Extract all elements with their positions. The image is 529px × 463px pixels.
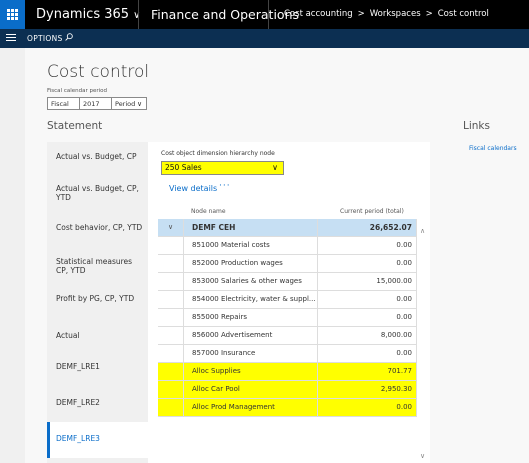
chevron-down-icon: ∨ [137, 100, 143, 108]
table-row[interactable]: 852000 Production wages 0.00 [158, 255, 417, 273]
period-value-cell: 0.00 [318, 345, 417, 362]
table-row-header-node[interactable]: ∨ DEMF CEH 26,652.07 [158, 219, 417, 237]
period-value-cell: 2,950.30 [318, 381, 417, 398]
more-options-icon[interactable]: ··· [219, 181, 231, 191]
table-row[interactable]: 854000 Electricity, water & suppl... 0.00 [158, 291, 417, 309]
statement-item-active[interactable]: DEMF_LRE3 [47, 422, 148, 458]
node-name-cell: DEMF CEH [183, 219, 318, 236]
view-details-link[interactable]: View details [169, 184, 218, 193]
table-row[interactable]: 856000 Advertisement 8,000.00 [158, 327, 417, 345]
menu-icon[interactable] [6, 34, 16, 42]
fiscal-calendar-period-fields: Fiscal 2017 Period ∨ [47, 97, 147, 110]
period-value-cell: 0.00 [318, 255, 417, 272]
table-row[interactable]: 855000 Repairs 0.00 [158, 309, 417, 327]
node-name-cell: 854000 Electricity, water & suppl... [183, 291, 318, 308]
statement-item[interactable]: Cost behavior, CP, YTD [56, 223, 143, 232]
table-row[interactable]: 851000 Material costs 0.00 [158, 237, 417, 255]
collapse-chevron-icon[interactable]: ∨ [167, 223, 174, 231]
node-name-cell: 856000 Advertisement [183, 327, 318, 344]
node-name-cell: Alloc Car Pool [183, 381, 318, 398]
table-row-allocation[interactable]: Alloc Prod Management 0.00 [158, 399, 417, 417]
node-name-cell: 851000 Material costs [183, 237, 318, 254]
hierarchy-node-value: 250 Sales [165, 163, 202, 172]
breadcrumb: Cost accounting > Workspaces > Cost control [284, 0, 494, 29]
node-name-cell: Alloc Supplies [183, 363, 318, 380]
period-value-cell: 0.00 [318, 237, 417, 254]
period-value-cell: 701.77 [318, 363, 417, 380]
module-name: Finance and Operations [151, 7, 300, 22]
fiscal-calendar-field[interactable]: Fiscal [47, 97, 80, 110]
hierarchy-node-label: Cost object dimension hierarchy node [161, 150, 275, 157]
top-nav-bar: Dynamics 365 ∨ Finance and Operations Cos… [0, 0, 529, 29]
column-header-current-period[interactable]: Current period (total) [340, 208, 404, 215]
links-heading: Links [463, 120, 490, 132]
chevron-down-icon: ∨ [133, 10, 141, 21]
statement-item[interactable]: Actual vs. Budget, CP, YTD [56, 184, 139, 202]
action-pane: OPTIONS [0, 29, 529, 48]
statement-item[interactable]: Actual vs. Budget, CP [56, 152, 137, 161]
node-name-cell: 853000 Salaries & other wages [183, 273, 318, 290]
period-value: Period [115, 100, 136, 108]
divider [138, 0, 139, 29]
table-row-allocation[interactable]: Alloc Car Pool 2,950.30 [158, 381, 417, 399]
statement-list: Actual vs. Budget, CP Actual vs. Budget,… [47, 142, 148, 463]
column-header-node-name[interactable]: Node name [191, 208, 226, 215]
link-fiscal-calendars[interactable]: Fiscal calendars [469, 145, 517, 152]
statement-item[interactable]: Actual [56, 331, 80, 340]
breadcrumb-item-workspaces[interactable]: Workspaces [369, 9, 421, 19]
app-name-menu[interactable]: Dynamics 365 ∨ [36, 0, 140, 29]
statement-item[interactable]: Profit by PG, CP, YTD [56, 294, 135, 303]
breadcrumb-item-cost-control[interactable]: Cost control [437, 9, 489, 19]
statement-item[interactable]: Statistical measures CP, YTD [56, 257, 133, 275]
node-name-cell: 852000 Production wages [183, 255, 318, 272]
table-row[interactable]: 853000 Salaries & other wages 15,000.00 [158, 273, 417, 291]
period-value-cell: 8,000.00 [318, 327, 417, 344]
app-name-label: Dynamics 365 [36, 7, 130, 22]
app-launcher-icon[interactable] [0, 0, 25, 29]
navigation-pane [0, 48, 25, 463]
table-row-allocation[interactable]: Alloc Supplies 701.77 [158, 363, 417, 381]
scroll-up-chevron-icon[interactable]: ∧ [420, 227, 426, 235]
period-value-cell: 15,000.00 [318, 273, 417, 290]
search-icon[interactable] [65, 33, 73, 41]
options-tab[interactable]: OPTIONS [27, 34, 63, 43]
scroll-down-chevron-icon[interactable]: ∨ [420, 452, 426, 460]
node-name-cell: Alloc Prod Management [183, 399, 318, 416]
breadcrumb-separator-icon: > [425, 9, 433, 19]
breadcrumb-separator-icon: > [357, 9, 365, 19]
period-value-cell: 0.00 [318, 309, 417, 326]
hierarchy-node-dropdown[interactable]: 250 Sales ∨ [161, 161, 284, 175]
node-name-cell: 857000 Insurance [183, 345, 318, 362]
statement-item[interactable]: DEMF_LRE2 [56, 398, 100, 407]
statement-heading: Statement [47, 120, 103, 132]
node-name-cell: 855000 Repairs [183, 309, 318, 326]
period-dropdown[interactable]: Period ∨ [111, 97, 147, 110]
fiscal-calendar-period-label: Fiscal calendar period [47, 88, 108, 94]
period-value-cell: 0.00 [318, 291, 417, 308]
fiscal-year-field[interactable]: 2017 [79, 97, 112, 110]
period-value-cell: 0.00 [318, 399, 417, 416]
breadcrumb-item-cost-accounting[interactable]: Cost accounting [284, 9, 353, 19]
chevron-down-icon: ∨ [272, 163, 278, 172]
table-row[interactable]: 857000 Insurance 0.00 [158, 345, 417, 363]
statement-item[interactable]: DEMF_LRE1 [56, 362, 100, 371]
page-title: Cost control [47, 62, 150, 82]
period-value-cell: 26,652.07 [318, 219, 417, 236]
divider [268, 0, 269, 29]
